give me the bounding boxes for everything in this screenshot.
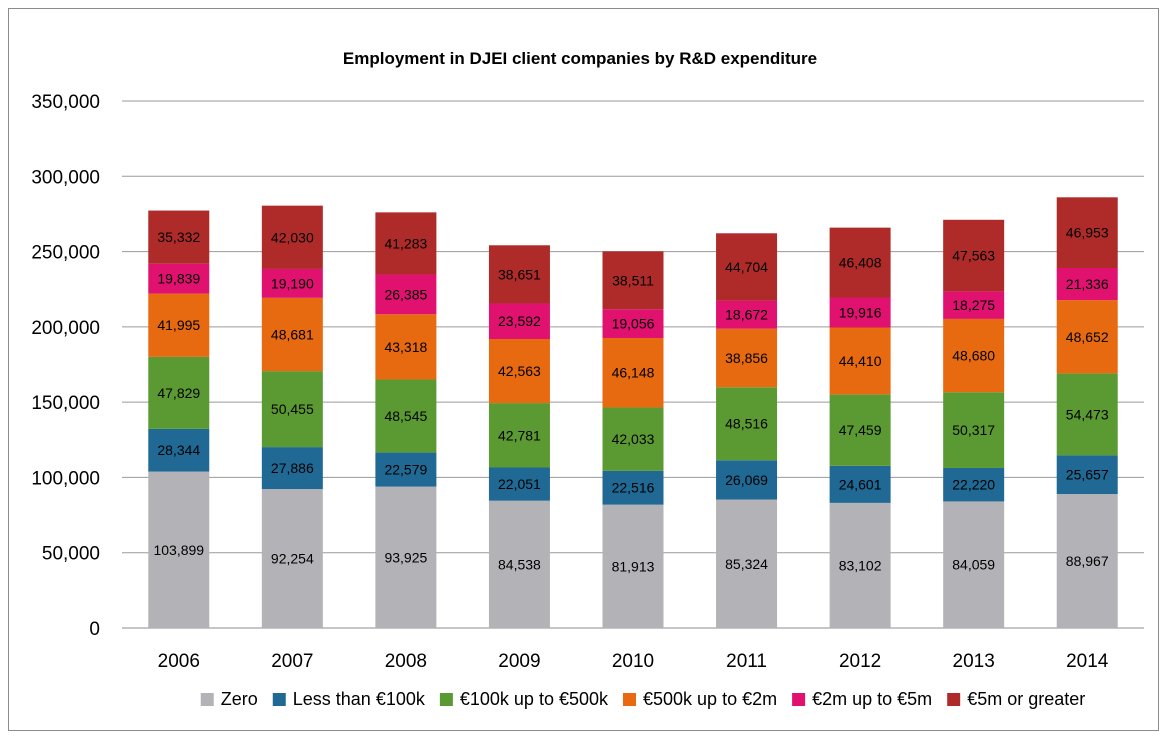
data-label: 21,336 bbox=[1066, 276, 1109, 292]
y-tick-label: 200,000 bbox=[31, 318, 100, 339]
legend-item: €5m or greater bbox=[947, 689, 1085, 709]
x-tick-label: 2009 bbox=[498, 651, 540, 672]
data-label: 18,672 bbox=[725, 307, 768, 323]
data-label: 42,030 bbox=[271, 229, 314, 245]
x-tick-label: 2006 bbox=[158, 651, 200, 672]
data-label: 23,592 bbox=[498, 313, 541, 329]
data-label: 38,856 bbox=[725, 350, 768, 366]
data-label: 19,839 bbox=[157, 271, 200, 287]
x-tick-label: 2008 bbox=[385, 651, 427, 672]
legend-item: Less than €100k bbox=[273, 689, 426, 709]
data-label: 25,657 bbox=[1066, 467, 1109, 483]
data-label: 26,385 bbox=[384, 286, 427, 302]
legend-swatch bbox=[440, 693, 453, 706]
x-axis: 2006 2007 2008 2009 2010 2011 2012 2013 2014 bbox=[158, 651, 1109, 672]
legend-swatch bbox=[201, 693, 214, 706]
legend-item: Zero bbox=[201, 689, 258, 709]
data-label: 28,344 bbox=[157, 442, 200, 458]
data-label: 35,332 bbox=[157, 229, 200, 245]
data-label: 19,056 bbox=[612, 316, 655, 332]
legend-label: €100k up to €500k bbox=[460, 689, 609, 709]
y-tick-label: 350,000 bbox=[31, 92, 100, 113]
data-label: 48,680 bbox=[952, 348, 995, 364]
data-label: 19,916 bbox=[839, 305, 882, 321]
data-label: 38,651 bbox=[498, 266, 541, 282]
data-label: 24,601 bbox=[839, 476, 882, 492]
x-tick-label: 2011 bbox=[726, 651, 767, 672]
data-label: 54,473 bbox=[1066, 406, 1109, 422]
legend-item: €100k up to €500k bbox=[440, 689, 609, 709]
y-axis: 0 50,000 100,000 150,000 200,000 250,000 300,0… bbox=[31, 92, 100, 640]
data-label: 19,190 bbox=[271, 275, 314, 291]
bars: 103,899 28,344 47,829 41,995 19,839 35,332 92,… bbox=[148, 197, 1117, 628]
data-label: 47,563 bbox=[952, 248, 995, 264]
data-label: 48,681 bbox=[271, 326, 314, 342]
x-tick-label: 2014 bbox=[1066, 651, 1109, 672]
x-tick-label: 2012 bbox=[839, 651, 881, 672]
legend-label: Zero bbox=[221, 689, 258, 709]
data-label: 47,459 bbox=[839, 422, 882, 438]
data-label: 18,275 bbox=[952, 297, 995, 313]
legend-label: Less than €100k bbox=[293, 689, 426, 709]
legend-label: €2m up to €5m bbox=[812, 689, 932, 709]
legend-item: €2m up to €5m bbox=[792, 689, 932, 709]
legend-label: €500k up to €2m bbox=[643, 689, 777, 709]
data-label: 46,953 bbox=[1066, 225, 1109, 241]
x-tick-label: 2010 bbox=[612, 651, 654, 672]
data-label: 22,516 bbox=[612, 480, 655, 496]
data-label: 93,925 bbox=[384, 549, 427, 565]
data-label: 48,516 bbox=[725, 416, 768, 432]
x-tick-label: 2007 bbox=[271, 651, 313, 672]
data-label: 83,102 bbox=[839, 557, 882, 573]
data-label: 41,283 bbox=[384, 235, 427, 251]
data-label: 44,704 bbox=[725, 259, 768, 275]
data-label: 43,318 bbox=[384, 339, 427, 355]
y-tick-label: 300,000 bbox=[31, 167, 100, 188]
data-label: 42,033 bbox=[612, 431, 655, 447]
legend-swatch bbox=[947, 693, 960, 706]
legend-label: €5m or greater bbox=[967, 689, 1085, 709]
y-tick-label: 0 bbox=[89, 619, 100, 640]
data-label: 48,545 bbox=[384, 408, 427, 424]
data-label: 38,511 bbox=[612, 272, 654, 288]
data-label: 26,069 bbox=[725, 472, 768, 488]
legend-swatch bbox=[273, 693, 286, 706]
data-label: 84,059 bbox=[952, 557, 995, 573]
data-label: 46,408 bbox=[839, 255, 882, 271]
y-tick-label: 250,000 bbox=[31, 243, 100, 264]
data-label: 22,051 bbox=[498, 476, 541, 492]
data-label: 22,579 bbox=[384, 462, 427, 478]
data-label: 88,967 bbox=[1066, 553, 1109, 569]
legend-item: €500k up to €2m bbox=[623, 689, 777, 709]
data-label: 47,829 bbox=[157, 385, 200, 401]
data-label: 84,538 bbox=[498, 556, 541, 572]
legend-swatch bbox=[623, 693, 636, 706]
x-tick-label: 2013 bbox=[953, 651, 995, 672]
data-label: 81,913 bbox=[612, 558, 655, 574]
y-tick-label: 150,000 bbox=[31, 393, 100, 414]
data-label: 48,652 bbox=[1066, 329, 1109, 345]
data-label: 50,317 bbox=[952, 422, 995, 438]
y-tick-label: 100,000 bbox=[31, 468, 100, 489]
chart-title: Employment in DJEI client companies by R… bbox=[343, 49, 817, 68]
legend-swatch bbox=[792, 693, 805, 706]
data-label: 44,410 bbox=[839, 353, 882, 369]
data-label: 46,148 bbox=[612, 365, 655, 381]
y-tick-label: 50,000 bbox=[42, 544, 100, 565]
data-label: 42,563 bbox=[498, 363, 541, 379]
data-label: 41,995 bbox=[157, 317, 200, 333]
data-label: 27,886 bbox=[271, 460, 314, 476]
data-label: 42,781 bbox=[498, 427, 541, 443]
data-label: 103,899 bbox=[153, 542, 204, 558]
data-label: 92,254 bbox=[271, 551, 314, 567]
data-label: 50,455 bbox=[271, 401, 314, 417]
legend: Zero Less than €100k €100k up to €500k €500… bbox=[201, 689, 1086, 709]
data-label: 22,220 bbox=[952, 477, 995, 493]
data-label: 85,324 bbox=[725, 556, 768, 572]
